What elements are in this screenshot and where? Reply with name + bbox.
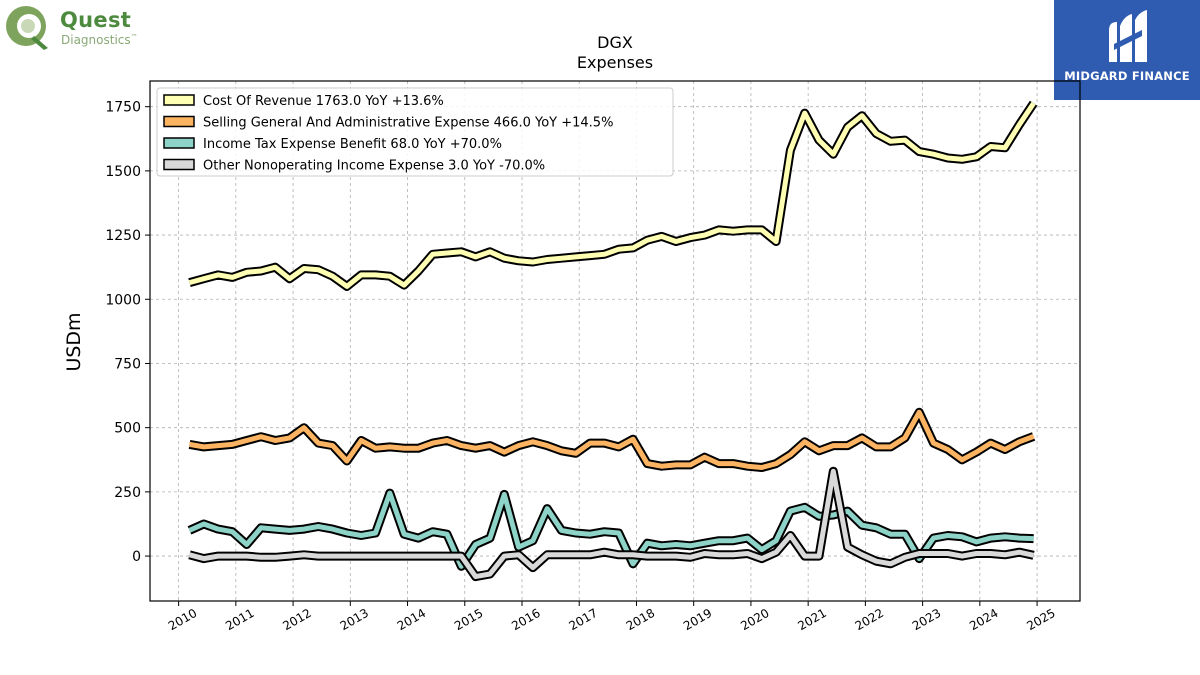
- x-tick-label: 2016: [509, 606, 542, 633]
- y-tick-label: 0: [132, 549, 141, 565]
- y-tick-label: 1000: [105, 292, 141, 308]
- series-stroke: [188, 468, 1035, 580]
- series-stroke: [189, 409, 1035, 470]
- x-tick-label: 2010: [166, 606, 199, 633]
- legend-swatch: [163, 158, 195, 171]
- midgard-logo-mark-icon: [1109, 10, 1147, 62]
- legend-box: [156, 87, 674, 177]
- quest-logo-mark-icon: [6, 6, 48, 50]
- plot-frame: [149, 80, 1081, 602]
- series-stroke: [188, 490, 1034, 569]
- quest-diagnostics-logo: Quest Diagnostics™: [4, 4, 164, 52]
- legend-entry: Other Nonoperating Income Expense 3.0 Yo…: [203, 159, 545, 174]
- x-tick-label: 2018: [624, 606, 657, 633]
- x-tick-label: 2021: [795, 606, 828, 633]
- y-tick-label: 1500: [105, 164, 141, 180]
- x-tick-label: 2025: [1024, 606, 1057, 633]
- x-tick-label: 2012: [280, 606, 313, 633]
- midgard-finance-logo: MIDGARD FINANCE: [1054, 0, 1200, 100]
- y-tick-label: 1250: [105, 228, 141, 244]
- x-tick-label: 2015: [452, 606, 485, 633]
- quest-logo-subword: Diagnostics™: [61, 33, 138, 47]
- series-stroke: [188, 101, 1036, 289]
- legend-entry: Cost Of Revenue 1763.0 YoY +13.6%: [203, 94, 444, 109]
- x-tick-label: 2024: [967, 606, 1000, 633]
- series-line: [187, 488, 1034, 571]
- legend: Cost Of Revenue 1763.0 YoY +13.6% Selling…: [156, 87, 674, 177]
- quest-logo-word: Quest: [60, 8, 132, 32]
- y-tick-label: 750: [114, 356, 141, 372]
- x-tick-label: 2017: [567, 606, 600, 633]
- series-line: [188, 466, 1035, 582]
- chart-title: DGX: [597, 33, 633, 52]
- x-tick-label: 2013: [338, 606, 371, 633]
- y-axis-ticks: 0 250 500 750 1000 1250 1500 1750: [105, 100, 150, 565]
- chart-subtitle: Expenses: [577, 53, 653, 72]
- x-tick-label: 2020: [738, 606, 771, 633]
- y-tick-label: 500: [114, 421, 141, 437]
- legend-swatch: [163, 94, 195, 106]
- legend-swatch: [163, 115, 195, 128]
- series-lines: [187, 100, 1038, 582]
- series-line: [188, 407, 1036, 472]
- x-tick-label: 2022: [853, 606, 886, 633]
- x-tick-label: 2023: [910, 606, 943, 633]
- y-axis-label: USDm: [63, 312, 85, 371]
- x-axis-ticks: 2010 2011 2012 2013 2014 2015 2016 2017 2018 2019…: [166, 601, 1058, 633]
- x-tick-label: 2019: [681, 606, 714, 633]
- x-tick-label: 2014: [395, 606, 428, 633]
- legend-entry: Selling General And Administrative Expen…: [203, 116, 613, 131]
- series-line: [188, 100, 1038, 291]
- y-tick-label: 1750: [105, 100, 141, 116]
- legend-swatch: [163, 137, 195, 149]
- y-tick-label: 250: [114, 485, 141, 501]
- legend-entry: Income Tax Expense Benefit 68.0 YoY +70.…: [203, 137, 502, 152]
- x-tick-label: 2011: [223, 606, 256, 633]
- midgard-logo-text: MIDGARD FINANCE: [1064, 69, 1190, 83]
